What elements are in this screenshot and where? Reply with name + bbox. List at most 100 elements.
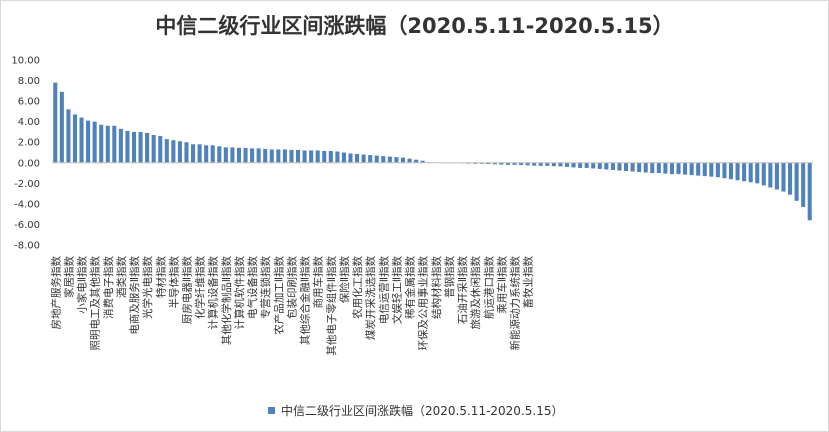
legend-label: 中信二级行业区间涨跌幅（2020.5.11-2020.5.15） [281, 404, 564, 418]
bar [414, 159, 419, 163]
bar [663, 162, 668, 174]
bar [584, 162, 589, 168]
bar [125, 130, 130, 163]
bar [72, 114, 77, 163]
x-tick-label: 电信运营Ⅱ指数 [377, 256, 390, 325]
bar [92, 121, 97, 163]
bar [479, 162, 484, 164]
x-tick-label: 结构材料指数 [430, 256, 443, 319]
x-tick-label: 电气设备指数 [246, 256, 259, 319]
bar [59, 91, 64, 163]
bar [158, 136, 163, 163]
legend: 中信二级行业区间涨跌幅（2020.5.11-2020.5.15） [268, 402, 563, 419]
bar [309, 150, 314, 163]
bar [230, 147, 235, 163]
bar [735, 162, 740, 181]
bar [341, 152, 346, 163]
bar [519, 162, 524, 166]
bar [53, 82, 58, 163]
legend-swatch [268, 407, 275, 414]
bar [610, 162, 615, 170]
bar [177, 141, 182, 163]
y-tick-label: -4.00 [14, 199, 40, 210]
x-tick-label: 其他电子零组件Ⅱ指数 [325, 256, 338, 356]
bar [243, 147, 248, 163]
x-tick-label: 环保及公用事业指数 [417, 256, 430, 351]
bar [669, 162, 674, 175]
y-tick-label: 6.00 [18, 97, 40, 108]
bar [131, 131, 137, 163]
bar [761, 162, 766, 186]
bar [289, 149, 294, 163]
bar [66, 109, 71, 163]
bar [643, 162, 648, 173]
bar [420, 160, 425, 163]
bar [335, 151, 340, 163]
bar [315, 150, 320, 163]
bar [499, 162, 504, 165]
bar [683, 162, 688, 175]
x-tick-label: 文娱轻工Ⅱ指数 [390, 256, 403, 325]
bar [512, 162, 517, 165]
y-tick-label: -8.00 [14, 241, 40, 252]
bar [558, 162, 563, 167]
bar [368, 155, 373, 163]
x-tick-label: 计算机设备指数 [207, 256, 220, 330]
bar [86, 120, 91, 163]
bar [617, 162, 622, 171]
bar [748, 162, 753, 183]
bar [348, 153, 353, 163]
x-tick-label: 煤炭开采洗选指数 [364, 256, 377, 340]
bar [151, 135, 156, 163]
x-tick-label: 酒类指数 [115, 256, 128, 298]
bar [709, 162, 714, 177]
bar [774, 162, 779, 190]
bar [250, 148, 255, 163]
bar [210, 145, 215, 163]
bar [282, 149, 287, 163]
y-tick-label: 2.00 [18, 138, 40, 149]
y-tick-label: -6.00 [14, 220, 40, 231]
bar [118, 128, 123, 163]
bar [578, 162, 583, 168]
bar [171, 140, 176, 163]
y-axis: 10.00 8.00 6.00 4.00 2.00 0.00 -2.00 -4.00 -6.00… [11, 56, 40, 252]
bar [99, 124, 104, 163]
bar [407, 158, 412, 163]
bar [322, 150, 327, 163]
x-tick-label: 畜牧业指数 [522, 256, 535, 309]
x-tick-label: 小家电Ⅱ指数 [76, 256, 89, 314]
bar [807, 162, 812, 221]
bar [269, 149, 274, 163]
bar [184, 142, 189, 163]
bar [656, 162, 661, 174]
bar [197, 144, 202, 163]
x-tick-label: 乘用车Ⅱ指数 [495, 256, 508, 314]
bar [801, 162, 806, 207]
chart-title: 中信二级行业区间涨跌幅（2020.5.11-2020.5.15） [155, 14, 674, 38]
bar [473, 162, 478, 164]
bar [138, 131, 143, 163]
bar [145, 132, 150, 163]
y-tick-label: -2.00 [14, 179, 40, 190]
bar [676, 162, 681, 175]
bar [597, 162, 602, 169]
bar [328, 150, 333, 163]
x-axis: 房地产服务指数 家居指数 小家电Ⅱ指数 照明电工及其他指数 消费电子指数 酒类指数 电商及服… [49, 256, 534, 356]
bar [630, 162, 635, 172]
y-tick-label: 0.00 [18, 158, 40, 169]
x-tick-label: 石油开采Ⅱ指数 [456, 256, 469, 325]
bar [387, 156, 392, 163]
bar [394, 157, 399, 163]
bar [112, 125, 117, 163]
bar [381, 156, 386, 163]
x-tick-label: 稀有金属指数 [404, 256, 417, 319]
bar [564, 162, 570, 167]
bar [505, 162, 510, 165]
bar [551, 162, 556, 167]
bar [374, 155, 379, 163]
bar [650, 162, 655, 174]
x-tick-label: 普钢指数 [443, 256, 456, 298]
bar [256, 148, 261, 163]
